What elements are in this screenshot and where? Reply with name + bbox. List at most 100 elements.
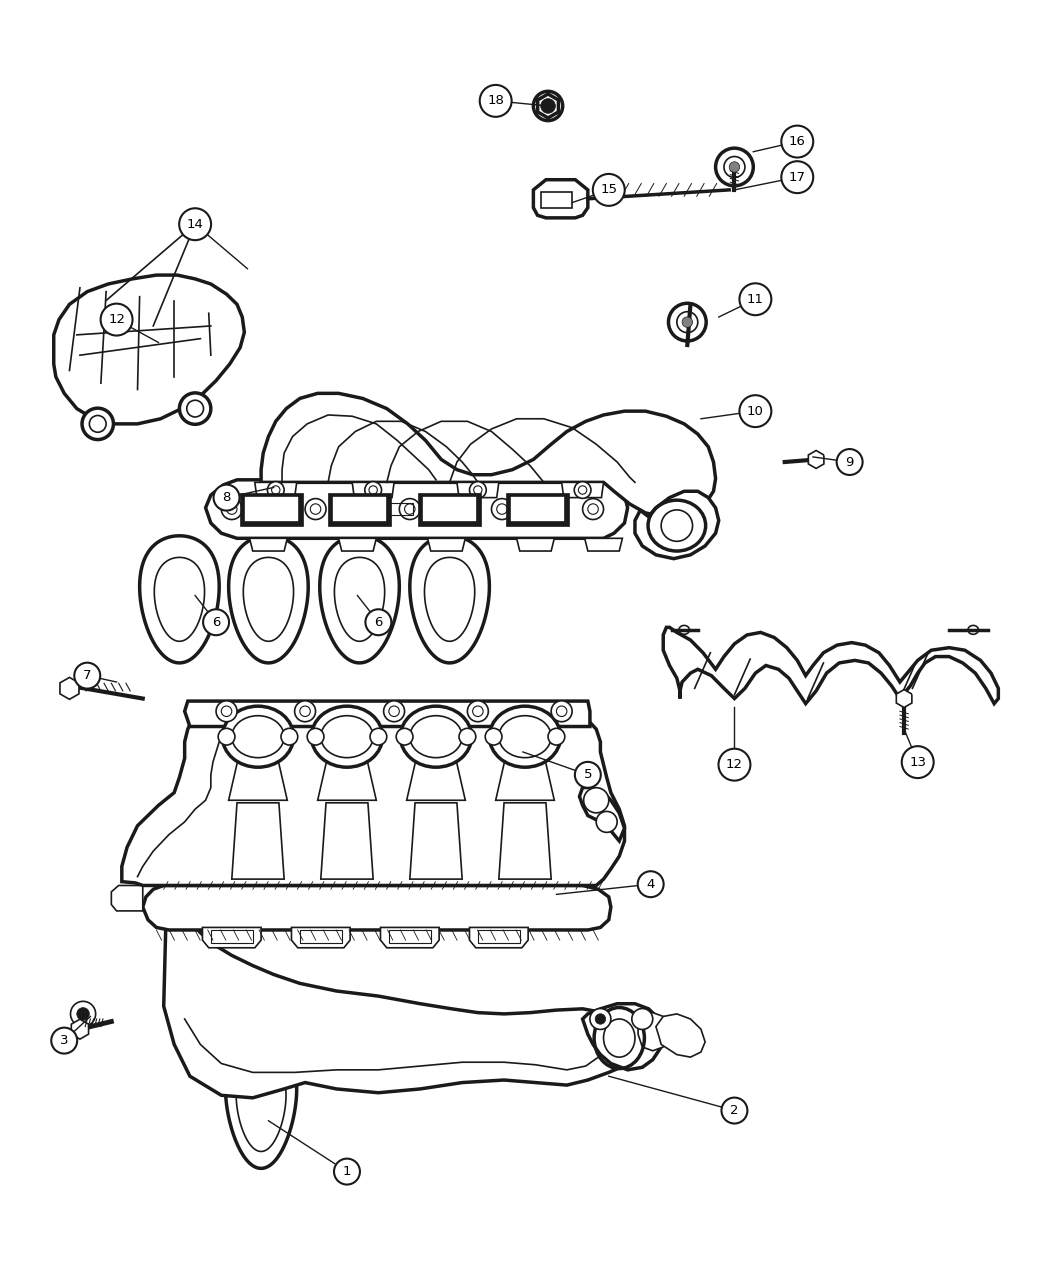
Circle shape [364, 482, 381, 499]
Circle shape [902, 746, 933, 778]
Text: 7: 7 [83, 669, 91, 682]
Polygon shape [510, 496, 565, 521]
Text: 6: 6 [374, 616, 382, 629]
Circle shape [491, 499, 512, 519]
Circle shape [399, 499, 420, 519]
Circle shape [281, 728, 298, 745]
Circle shape [180, 393, 211, 425]
Circle shape [365, 609, 392, 635]
Circle shape [541, 98, 555, 113]
Polygon shape [457, 482, 499, 497]
Bar [541, 193, 572, 208]
Ellipse shape [223, 706, 294, 768]
Text: 16: 16 [789, 135, 805, 148]
Circle shape [383, 701, 404, 722]
Circle shape [533, 92, 563, 121]
Polygon shape [318, 755, 376, 801]
Polygon shape [185, 701, 590, 727]
Polygon shape [229, 755, 288, 801]
Text: 12: 12 [108, 314, 125, 326]
Circle shape [574, 482, 591, 499]
Polygon shape [538, 94, 559, 117]
Circle shape [70, 1001, 96, 1026]
Circle shape [718, 748, 751, 780]
Text: 15: 15 [601, 184, 617, 196]
Text: 4: 4 [647, 877, 655, 891]
Text: 3: 3 [60, 1034, 68, 1047]
Circle shape [548, 728, 565, 745]
Polygon shape [580, 788, 625, 842]
Polygon shape [406, 755, 465, 801]
Circle shape [75, 663, 100, 688]
Polygon shape [410, 803, 462, 878]
Polygon shape [380, 927, 439, 947]
Polygon shape [54, 275, 245, 423]
Bar [422, 496, 477, 521]
Circle shape [739, 283, 772, 315]
Text: 14: 14 [187, 218, 204, 231]
Circle shape [584, 788, 609, 813]
Polygon shape [328, 492, 391, 525]
Circle shape [295, 701, 316, 722]
Bar [332, 496, 386, 521]
Polygon shape [583, 1003, 664, 1070]
Circle shape [781, 126, 814, 158]
Text: 12: 12 [726, 759, 743, 771]
Polygon shape [321, 803, 373, 878]
Circle shape [583, 499, 604, 519]
Polygon shape [332, 496, 386, 521]
Polygon shape [292, 927, 350, 947]
Circle shape [459, 728, 476, 745]
Circle shape [308, 728, 324, 745]
Polygon shape [418, 492, 481, 525]
Bar [510, 496, 565, 521]
Circle shape [51, 1028, 78, 1053]
Circle shape [485, 728, 502, 745]
Ellipse shape [679, 626, 690, 635]
Ellipse shape [400, 706, 471, 768]
Text: 2: 2 [730, 1104, 739, 1117]
Bar [245, 496, 299, 521]
Circle shape [593, 173, 625, 205]
Polygon shape [71, 1019, 88, 1039]
Polygon shape [164, 885, 643, 1098]
Circle shape [590, 1009, 611, 1029]
Circle shape [216, 701, 237, 722]
Circle shape [101, 303, 132, 335]
Circle shape [551, 701, 572, 722]
Polygon shape [496, 755, 554, 801]
Polygon shape [585, 538, 623, 551]
Text: 13: 13 [909, 756, 926, 769]
Circle shape [682, 317, 693, 328]
Polygon shape [427, 538, 465, 551]
Polygon shape [232, 803, 285, 878]
Bar [388, 929, 430, 942]
Ellipse shape [489, 706, 561, 768]
Polygon shape [664, 627, 999, 704]
Bar [478, 929, 520, 942]
Polygon shape [517, 538, 554, 551]
Circle shape [721, 1098, 748, 1123]
Circle shape [268, 482, 285, 499]
Bar [300, 929, 341, 942]
Text: 11: 11 [747, 293, 764, 306]
Circle shape [669, 303, 707, 340]
Text: 9: 9 [845, 455, 854, 468]
Text: 1: 1 [342, 1165, 351, 1178]
Polygon shape [506, 492, 569, 525]
Polygon shape [122, 720, 625, 885]
Polygon shape [111, 885, 143, 910]
Polygon shape [255, 482, 297, 497]
Polygon shape [469, 927, 528, 947]
Polygon shape [635, 491, 719, 558]
Polygon shape [897, 690, 911, 708]
Circle shape [596, 811, 617, 833]
Polygon shape [203, 927, 261, 947]
Text: 8: 8 [223, 491, 231, 504]
Circle shape [222, 499, 243, 519]
Circle shape [480, 85, 511, 117]
Text: 6: 6 [212, 616, 220, 629]
Text: 18: 18 [487, 94, 504, 107]
Polygon shape [206, 479, 628, 538]
Circle shape [218, 728, 235, 745]
